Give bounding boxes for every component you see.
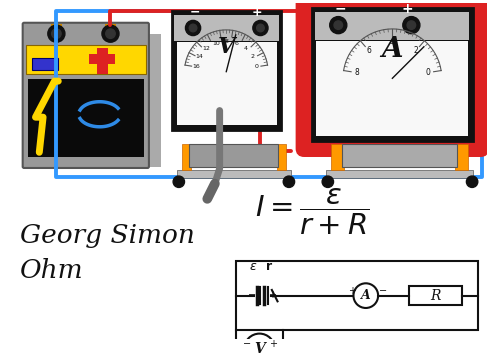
Bar xyxy=(177,170,291,178)
Bar xyxy=(32,58,58,70)
Text: −: − xyxy=(190,6,200,19)
Text: +: + xyxy=(268,290,276,299)
Circle shape xyxy=(173,176,184,187)
Bar xyxy=(455,144,468,170)
FancyBboxPatch shape xyxy=(312,8,473,141)
Text: V: V xyxy=(254,342,265,354)
Bar xyxy=(28,79,144,157)
Circle shape xyxy=(330,17,347,34)
Circle shape xyxy=(102,25,119,42)
Circle shape xyxy=(283,176,294,187)
Text: 2: 2 xyxy=(251,54,255,59)
Circle shape xyxy=(354,283,378,308)
Bar xyxy=(410,286,462,305)
FancyBboxPatch shape xyxy=(148,34,161,166)
Bar xyxy=(177,42,276,125)
Text: 8: 8 xyxy=(354,68,359,77)
Text: 14: 14 xyxy=(196,54,203,59)
Circle shape xyxy=(186,21,200,35)
Bar xyxy=(50,24,62,41)
Bar xyxy=(316,12,470,40)
Text: +: + xyxy=(252,6,262,19)
Bar xyxy=(276,144,286,170)
Text: +: + xyxy=(269,339,277,349)
Text: A: A xyxy=(382,36,403,63)
Text: 4: 4 xyxy=(244,46,248,51)
Text: −: − xyxy=(244,339,252,349)
Text: −: − xyxy=(248,290,256,299)
Bar xyxy=(330,144,344,170)
Text: 6: 6 xyxy=(235,41,238,46)
Circle shape xyxy=(244,333,274,354)
Text: −: − xyxy=(334,2,346,16)
Text: 10: 10 xyxy=(212,41,220,46)
Bar xyxy=(174,15,280,41)
Bar xyxy=(105,24,116,41)
Text: V: V xyxy=(218,36,235,58)
Text: 2: 2 xyxy=(414,46,418,55)
Bar xyxy=(236,262,478,330)
Text: Ohm: Ohm xyxy=(20,258,84,284)
Circle shape xyxy=(256,24,264,32)
Text: A: A xyxy=(361,289,370,302)
Text: −: − xyxy=(379,286,387,296)
Circle shape xyxy=(253,21,268,35)
Text: 4: 4 xyxy=(390,38,395,47)
Bar xyxy=(316,41,468,136)
Text: 6: 6 xyxy=(366,46,372,55)
Bar xyxy=(326,170,473,178)
Text: $\mathit{I} = \dfrac{\varepsilon}{r + R}$: $\mathit{I} = \dfrac{\varepsilon}{r + R}… xyxy=(254,187,369,237)
Circle shape xyxy=(322,176,334,187)
Circle shape xyxy=(334,21,342,29)
Circle shape xyxy=(407,21,416,29)
Text: R: R xyxy=(430,289,441,303)
Circle shape xyxy=(403,17,420,34)
Text: 16: 16 xyxy=(192,64,200,69)
Circle shape xyxy=(48,25,65,42)
Text: 0: 0 xyxy=(254,64,258,69)
Bar xyxy=(190,144,278,166)
Text: 8: 8 xyxy=(224,39,228,44)
Text: Georg Simon: Georg Simon xyxy=(20,223,195,249)
Bar xyxy=(26,45,146,74)
Text: +: + xyxy=(402,2,413,16)
FancyBboxPatch shape xyxy=(22,23,149,168)
Text: r: r xyxy=(266,260,272,273)
Bar xyxy=(97,48,108,74)
Text: 12: 12 xyxy=(202,46,210,51)
Circle shape xyxy=(52,29,61,39)
Circle shape xyxy=(106,29,115,39)
Circle shape xyxy=(190,24,197,32)
Circle shape xyxy=(466,176,478,187)
Bar xyxy=(342,144,457,166)
FancyBboxPatch shape xyxy=(172,11,282,130)
Text: 0: 0 xyxy=(426,68,430,77)
Text: $\varepsilon$: $\varepsilon$ xyxy=(248,260,257,273)
FancyBboxPatch shape xyxy=(298,0,486,154)
Bar xyxy=(182,144,191,170)
Text: +: + xyxy=(348,286,356,296)
Bar xyxy=(88,53,115,64)
